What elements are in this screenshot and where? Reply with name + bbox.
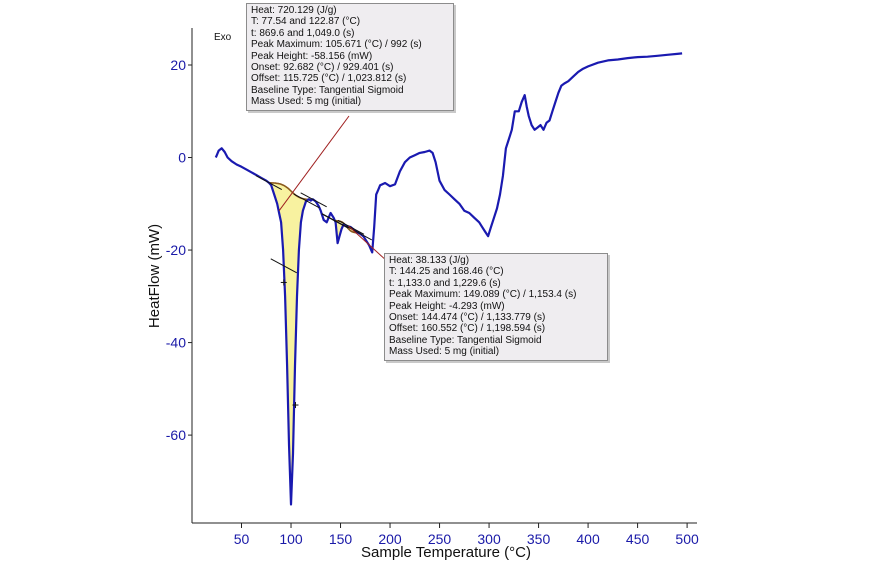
annotation-leaders — [278, 115, 389, 263]
tangent-mark — [270, 258, 298, 274]
sigmoid-baseline — [268, 181, 314, 201]
exo-label: Exo — [214, 32, 232, 43]
x-tick-label: 150 — [329, 531, 353, 547]
annotation-line: Heat: 38.133 (J/g) — [389, 255, 470, 266]
tangent-mark — [300, 192, 327, 208]
annotation-box-peak-1: Heat: 720.129 (J/g) T: 77.54 and 122.87 … — [246, 3, 454, 111]
annotation-line: T: 77.54 and 122.87 (°C) — [251, 16, 361, 28]
x-tick-label: 250 — [428, 531, 452, 547]
annotation-line: Offset: 160.552 (°C) / 1,198.594 (s) — [389, 323, 546, 335]
plot-axes: 50 100 150 200 250 300 350 400 450 500200-20-40-6… — [166, 28, 699, 547]
x-tick-label: 400 — [576, 531, 600, 547]
annotation-line: Peak Height: -4.293 (mW) — [389, 300, 505, 312]
tangent-marks — [255, 175, 373, 409]
x-tick-label: 200 — [378, 531, 402, 547]
y-tick-label: -60 — [166, 427, 186, 443]
y-tick-label: -20 — [166, 242, 186, 258]
tangent-mark — [293, 193, 320, 209]
leader-line-peak-1 — [278, 115, 350, 212]
annotation-line: Baseline Type: Tangential Sigmoid — [251, 84, 404, 96]
peak-fill — [268, 182, 314, 505]
tangent-mark — [321, 213, 349, 229]
tangent-mark — [255, 175, 283, 191]
annotation-line: Peak Maximum: 105.671 (°C) / 992 (s) — [251, 39, 422, 51]
y-tick-label: 0 — [178, 150, 186, 166]
x-tick-label: 500 — [675, 531, 699, 547]
y-tick-label: 20 — [170, 57, 186, 73]
annotation-line: Mass Used: 5 mg (initial) — [251, 96, 362, 108]
annotation-line: Onset: 92.682 (°C) / 929.401 (s) — [251, 62, 394, 74]
series-group — [214, 52, 683, 506]
tangent-mark — [337, 219, 365, 235]
annotation-line: Peak Maximum: 149.089 (°C) / 1,153.4 (s) — [389, 289, 577, 301]
annotation-line: Onset: 144.474 (°C) / 1,133.779 (s) — [389, 312, 546, 324]
annotation-line: t: 1,133.0 and 1,229.6 (s) — [389, 277, 501, 289]
annotation-line: Heat: 720.129 (J/g) — [251, 5, 337, 16]
annotation-line: T: 144.25 and 168.46 (°C) — [389, 266, 504, 278]
x-tick-label: 300 — [477, 531, 501, 547]
x-tick-label: 450 — [626, 531, 650, 547]
annotation-line: Baseline Type: Tangential Sigmoid — [389, 334, 542, 346]
peak-fill — [334, 220, 359, 244]
heatflow-curve — [214, 52, 683, 506]
x-tick-label: 350 — [527, 531, 551, 547]
y-tick-label: -40 — [166, 335, 186, 351]
tangent-mark — [345, 225, 373, 241]
x-tick-label: 100 — [279, 531, 303, 547]
y-axis-title: HeatFlow (mW) — [146, 224, 163, 328]
x-tick-label: 50 — [234, 531, 250, 547]
annotation-line: t: 869.6 and 1,049.0 (s) — [251, 27, 355, 39]
leader-line-peak-2 — [348, 225, 389, 263]
annotation-line: Offset: 115.725 (°C) / 1,023.812 (s) — [251, 73, 407, 85]
x-axis-title: Sample Temperature (°C) — [361, 544, 531, 561]
annotation-line: Mass Used: 5 mg (initial) — [389, 346, 500, 358]
annotation-line: Peak Height: -58.156 (mW) — [251, 50, 373, 62]
annotation-box-peak-2: Heat: 38.133 (J/g) T: 144.25 and 168.46 … — [384, 253, 608, 361]
